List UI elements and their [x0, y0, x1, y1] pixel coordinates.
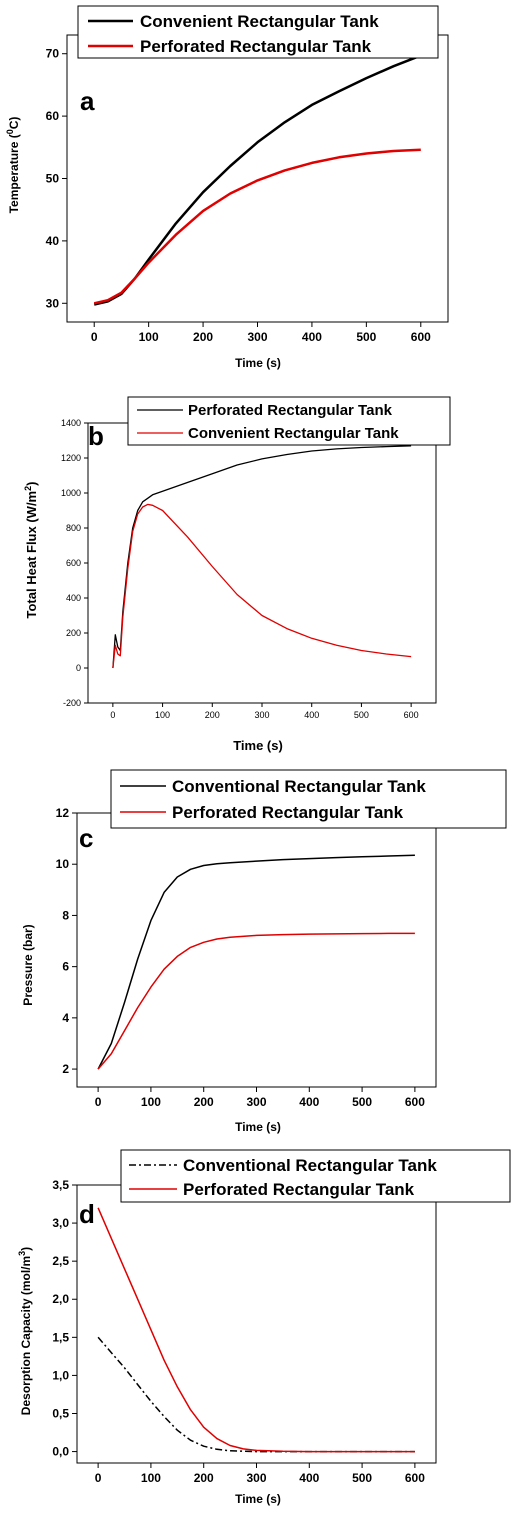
plot-frame [76, 812, 437, 1088]
x-tick-label: 200 [205, 710, 220, 720]
legend: Perforated Rectangular Tank Convenient R… [127, 396, 451, 446]
series-line-1 [112, 445, 412, 669]
series-line-2 [112, 503, 412, 669]
y-tick-label: 4 [62, 1011, 69, 1025]
x-tick-label: 600 [411, 330, 431, 344]
x-tick-label: 300 [246, 1095, 266, 1109]
y-axis-label: Desorption Capacity (mol/m3) [17, 1247, 33, 1415]
y-tick-label: 0,5 [52, 1406, 69, 1420]
y-tick-label: 600 [66, 558, 81, 568]
x-tick-label: 200 [193, 330, 213, 344]
x-tick-label: 100 [155, 710, 170, 720]
legend-entry: Perforated Rectangular Tank [140, 37, 372, 56]
y-tick-label: 400 [66, 593, 81, 603]
x-tick-label: 0 [95, 1095, 102, 1109]
chart-a: 0 100 200 300 400 500 600 30 40 50 60 70 a Time (s… [5, 5, 449, 370]
y-tick-label: -200 [63, 698, 81, 708]
panel-label: c [79, 823, 93, 853]
legend-entry: Conventional Rectangular Tank [172, 777, 426, 796]
legend: Convenient Rectangular Tank Perforated R… [77, 5, 439, 59]
legend-entry: Perforated Rectangular Tank [183, 1180, 415, 1199]
x-tick-label: 100 [141, 1095, 161, 1109]
y-tick-label: 200 [66, 628, 81, 638]
y-tick-label: 10 [56, 857, 70, 871]
x-tick-label: 400 [304, 710, 319, 720]
y-tick-label: 30 [46, 296, 60, 310]
x-tick-label: 100 [139, 330, 159, 344]
x-axis-label: Time (s) [233, 738, 283, 753]
x-tick-label: 100 [141, 1471, 161, 1485]
x-tick-label: 400 [299, 1095, 319, 1109]
series-line-1 [97, 854, 415, 1070]
y-tick-label: 8 [62, 908, 69, 922]
x-tick-label: 400 [299, 1471, 319, 1485]
y-tick-label: 50 [46, 172, 60, 186]
y-tick-label: 70 [46, 47, 60, 61]
y-tick-label: 12 [56, 806, 70, 820]
panel-label: b [88, 421, 104, 451]
y-tick-label: 2,0 [52, 1292, 69, 1306]
plot-frame [87, 422, 437, 704]
plot-frame [76, 1184, 437, 1464]
series-line-1 [97, 1336, 415, 1453]
x-tick-label: 600 [405, 1471, 425, 1485]
legend-entry: Convenient Rectangular Tank [188, 425, 399, 442]
x-tick-label: 200 [194, 1095, 214, 1109]
y-tick-label: 60 [46, 109, 60, 123]
series-line-2 [97, 932, 415, 1070]
y-tick-label: 3,0 [52, 1216, 69, 1230]
x-axis-label: Time (s) [235, 356, 281, 370]
chart-d: 0 100 200 300 400 500 600 0,0 0,5 1,0 1,5 2,0 2,5 3,… [17, 1149, 511, 1506]
legend-entry: Perforated Rectangular Tank [172, 803, 404, 822]
y-axis-label: Pressure (bar) [21, 924, 35, 1005]
x-tick-label: 200 [194, 1471, 214, 1485]
y-tick-label: 2 [62, 1062, 69, 1076]
x-tick-label: 500 [352, 1095, 372, 1109]
legend: Conventional Rectangular Tank Perforated… [120, 1149, 511, 1203]
x-tick-label: 400 [302, 330, 322, 344]
chart-b: 0 100 200 300 400 500 600 -200 0 200 400 600 800 100… [23, 396, 451, 753]
x-tick-label: 500 [356, 330, 376, 344]
series-line-2 [97, 1207, 415, 1453]
y-tick-label: 6 [62, 960, 69, 974]
x-tick-label: 300 [254, 710, 269, 720]
y-tick-label: 1400 [61, 418, 81, 428]
x-tick-label: 300 [247, 330, 267, 344]
y-tick-label: 800 [66, 523, 81, 533]
y-tick-label: 40 [46, 234, 60, 248]
y-tick-label: 3,5 [52, 1178, 69, 1192]
y-tick-label: 1200 [61, 453, 81, 463]
y-tick-label: 0,0 [52, 1445, 69, 1459]
plot-frame [66, 34, 449, 323]
x-tick-label: 500 [352, 1471, 372, 1485]
legend-entry: Perforated Rectangular Tank [188, 402, 393, 419]
legend-entry: Conventional Rectangular Tank [183, 1156, 437, 1175]
y-tick-label: 2,5 [52, 1254, 69, 1268]
x-tick-label: 0 [95, 1471, 102, 1485]
x-tick-label: 0 [110, 710, 115, 720]
x-axis-label: Time (s) [235, 1120, 281, 1134]
legend-entry: Convenient Rectangular Tank [140, 12, 379, 31]
series-line-2 [93, 148, 421, 305]
y-tick-label: 1000 [61, 488, 81, 498]
x-tick-label: 500 [354, 710, 369, 720]
y-axis-label: Temperature (0C) [5, 117, 21, 214]
y-tick-label: 1,0 [52, 1368, 69, 1382]
x-axis-label: Time (s) [235, 1492, 281, 1506]
legend: Conventional Rectangular Tank Perforated… [110, 769, 507, 829]
x-tick-label: 600 [405, 1095, 425, 1109]
y-tick-label: 1,5 [52, 1330, 69, 1344]
panel-label: d [79, 1199, 95, 1229]
y-tick-label: 0 [76, 663, 81, 673]
x-tick-label: 300 [246, 1471, 266, 1485]
panel-label: a [80, 86, 95, 116]
y-axis-label: Total Heat Flux (W/m2) [23, 482, 39, 619]
x-tick-label: 0 [91, 330, 98, 344]
x-tick-label: 600 [404, 710, 419, 720]
